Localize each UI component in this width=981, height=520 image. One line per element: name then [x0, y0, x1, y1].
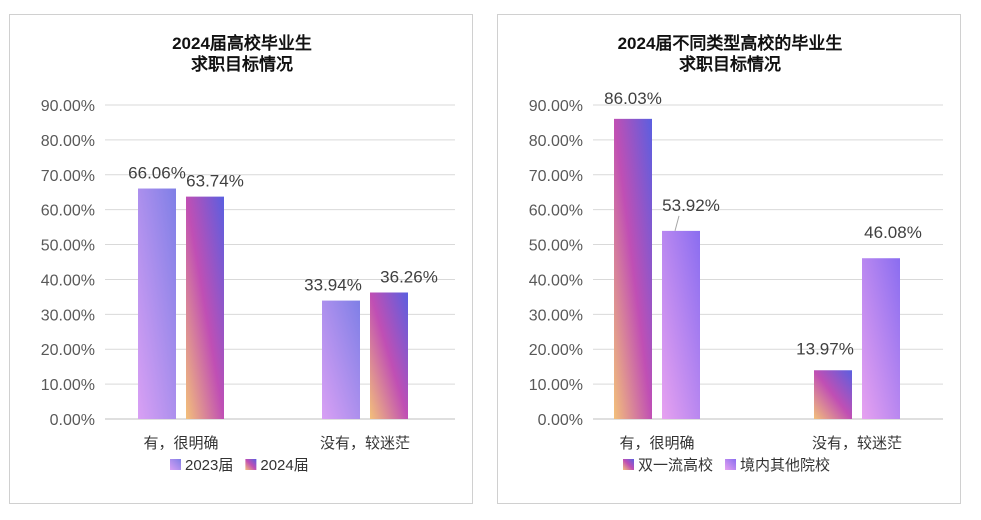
- bar: [614, 118, 652, 419]
- bar: [322, 300, 360, 419]
- y-tick-label: 50.00%: [529, 238, 583, 255]
- y-tick-label: 30.00%: [529, 307, 583, 324]
- chart-title-line: 求职目标情况: [679, 54, 781, 74]
- y-tick-label: 0.00%: [538, 412, 583, 429]
- y-tick-label: 20.00%: [41, 342, 95, 359]
- data-label: 33.94%: [304, 276, 362, 295]
- y-tick-label: 60.00%: [41, 203, 95, 220]
- legend-label: 2023届: [185, 457, 233, 474]
- data-label: 53.92%: [662, 196, 720, 215]
- x-category-label: 有，很明确: [143, 435, 218, 452]
- y-tick-label: 30.00%: [41, 307, 95, 324]
- bar: [862, 258, 900, 419]
- legend-label: 双一流高校: [638, 457, 713, 474]
- x-category-label: 没有，较迷茫: [812, 434, 902, 452]
- y-tick-label: 70.00%: [529, 168, 583, 185]
- y-tick-label: 20.00%: [529, 342, 583, 359]
- chart-title-line: 2024届高校毕业生: [172, 33, 312, 53]
- y-tick-label: 90.00%: [41, 98, 95, 115]
- legend-swatch: [245, 459, 257, 470]
- y-tick-label: 10.00%: [529, 377, 583, 394]
- legend-swatch: [725, 459, 737, 470]
- bar: [138, 188, 176, 419]
- bar: [186, 196, 224, 419]
- legend-swatch: [623, 459, 634, 470]
- bar: [370, 292, 408, 419]
- y-tick-label: 40.00%: [41, 272, 95, 289]
- bar: [662, 230, 700, 419]
- x-category-label: 有，很明确: [619, 435, 694, 452]
- chart-title-line: 求职目标情况: [191, 54, 293, 74]
- legend-swatch: [170, 459, 181, 470]
- y-tick-label: 90.00%: [529, 98, 583, 115]
- legend-label: 2024届: [260, 457, 308, 474]
- y-tick-label: 60.00%: [529, 203, 583, 220]
- y-tick-label: 0.00%: [50, 412, 95, 429]
- data-label: 13.97%: [796, 339, 854, 358]
- data-label: 86.03%: [604, 89, 662, 108]
- y-tick-label: 80.00%: [41, 133, 95, 150]
- y-tick-label: 80.00%: [529, 133, 583, 150]
- data-label: 66.06%: [128, 164, 186, 183]
- data-label: 46.08%: [864, 223, 922, 242]
- data-label: 36.26%: [380, 267, 438, 286]
- x-category-label: 没有，较迷茫: [320, 434, 410, 452]
- y-tick-label: 40.00%: [529, 272, 583, 289]
- bar: [814, 370, 852, 419]
- y-tick-label: 50.00%: [41, 238, 95, 255]
- leader-line: [674, 215, 680, 232]
- chart-panel-left: 2024届高校毕业生 求职目标情况 0.00% 10.00% 20.00% 30.00% 4…: [9, 14, 473, 504]
- chart-title-line: 2024届不同类型高校的毕业生: [618, 33, 843, 53]
- legend-label: 境内其他院校: [740, 456, 830, 474]
- y-tick-label: 70.00%: [41, 168, 95, 185]
- data-label: 63.74%: [186, 172, 244, 191]
- chart-panel-right: 2024届不同类型高校的毕业生 求职目标情况 0.00% 10.00% 20.00% 30…: [497, 14, 961, 504]
- y-tick-label: 10.00%: [41, 377, 95, 394]
